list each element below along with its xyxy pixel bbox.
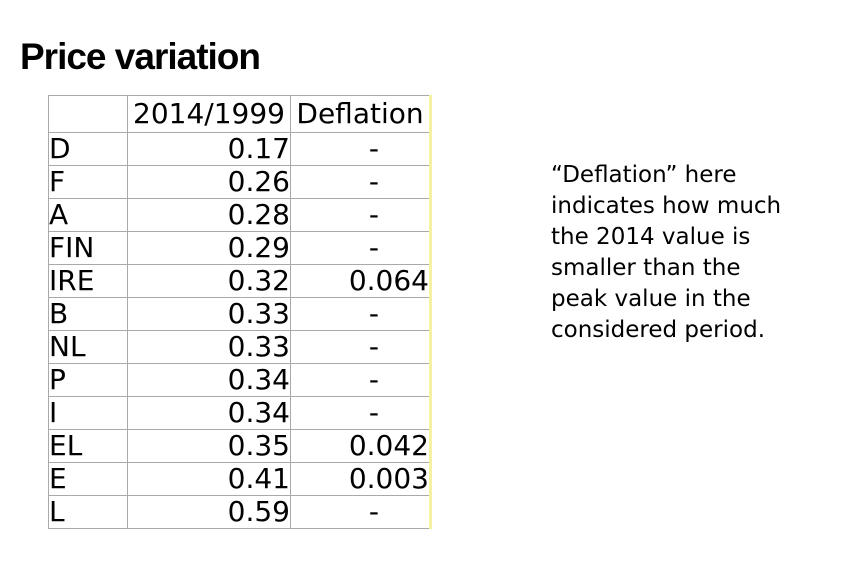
annotation-line: “Deflation” here	[551, 162, 737, 188]
deflation-value-cell: -	[290, 231, 431, 265]
country-code-cell: P	[48, 363, 128, 397]
deflation-value-cell: -	[290, 132, 431, 166]
annotation-line: considered period.	[551, 317, 766, 343]
ratio-value-cell: 0.41	[127, 462, 291, 496]
table-row: D 0.17 -	[48, 132, 431, 166]
deflation-value-cell: -	[290, 165, 431, 199]
table-row: L 0.59 -	[48, 495, 431, 529]
country-code-cell: F	[48, 165, 128, 199]
table-row: A 0.28 -	[48, 198, 431, 232]
table-header-ratio: 2014/1999	[127, 95, 291, 133]
page-title: Price variation	[20, 36, 261, 77]
ratio-value-cell: 0.29	[127, 231, 291, 265]
ratio-value-cell: 0.34	[127, 396, 291, 430]
annotation-line: indicates how much	[551, 193, 782, 219]
deflation-value-cell: -	[290, 495, 431, 529]
country-code-cell: B	[48, 297, 128, 331]
country-code-cell: FIN	[48, 231, 128, 265]
country-code-cell: E	[48, 462, 128, 496]
table-body: D 0.17 - F 0.26 - A 0.28 - FIN 0.29 - IR…	[48, 132, 431, 529]
price-variation-table: 2014/1999 Deflation D 0.17 - F 0.26 - A …	[48, 95, 432, 529]
ratio-value-cell: 0.32	[127, 264, 291, 298]
table-header-country	[48, 95, 128, 133]
country-code-cell: L	[48, 495, 128, 529]
annotation-line: peak value in the	[551, 286, 751, 312]
ratio-value-cell: 0.34	[127, 363, 291, 397]
ratio-value-cell: 0.59	[127, 495, 291, 529]
annotation-line: smaller than the	[551, 255, 741, 281]
table-row: IRE 0.32 0.064	[48, 264, 431, 298]
ratio-value-cell: 0.28	[127, 198, 291, 232]
country-code-cell: A	[48, 198, 128, 232]
ratio-value-cell: 0.33	[127, 297, 291, 331]
table-row: NL 0.33 -	[48, 330, 431, 364]
country-code-cell: NL	[48, 330, 128, 364]
table-row: F 0.26 -	[48, 165, 431, 199]
ratio-value-cell: 0.26	[127, 165, 291, 199]
annotation-text: “Deflation” here indicates how much the …	[551, 160, 781, 346]
country-code-cell: D	[48, 132, 128, 166]
deflation-value-cell: 0.064	[290, 264, 431, 298]
table-row: E 0.41 0.003	[48, 462, 431, 496]
table-header-deflation: Deflation	[290, 95, 431, 133]
ratio-value-cell: 0.17	[127, 132, 291, 166]
table-row: EL 0.35 0.042	[48, 429, 431, 463]
annotation-line: the 2014 value is	[551, 224, 751, 250]
country-code-cell: I	[48, 396, 128, 430]
ratio-value-cell: 0.35	[127, 429, 291, 463]
table-row: B 0.33 -	[48, 297, 431, 331]
deflation-value-cell: -	[290, 330, 431, 364]
deflation-value-cell: 0.003	[290, 462, 431, 496]
table-row: FIN 0.29 -	[48, 231, 431, 265]
ratio-value-cell: 0.33	[127, 330, 291, 364]
deflation-value-cell: -	[290, 396, 431, 430]
deflation-value-cell: -	[290, 198, 431, 232]
deflation-value-cell: 0.042	[290, 429, 431, 463]
table-row: P 0.34 -	[48, 363, 431, 397]
country-code-cell: IRE	[48, 264, 128, 298]
country-code-cell: EL	[48, 429, 128, 463]
deflation-value-cell: -	[290, 297, 431, 331]
table-row: I 0.34 -	[48, 396, 431, 430]
table-header-row: 2014/1999 Deflation	[48, 95, 431, 133]
deflation-value-cell: -	[290, 363, 431, 397]
